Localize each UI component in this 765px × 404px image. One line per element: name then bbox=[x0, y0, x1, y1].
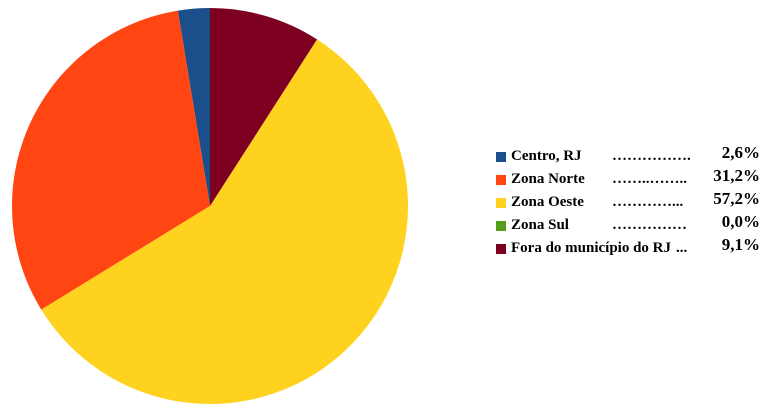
legend-leader: …………... bbox=[612, 194, 684, 210]
legend-value: 0,0% bbox=[722, 212, 760, 231]
legend-name: Centro, RJ bbox=[511, 148, 582, 164]
legend-leader: ……………. bbox=[612, 148, 691, 164]
legend-value: 9,1% bbox=[722, 235, 760, 254]
legend-label: Zona Oeste …………... bbox=[511, 194, 684, 210]
legend-name: Zona Sul bbox=[511, 217, 569, 233]
legend-swatch bbox=[496, 244, 506, 254]
pie-slice bbox=[210, 39, 318, 207]
legend-swatch bbox=[496, 221, 506, 231]
legend-leader: ... bbox=[676, 240, 688, 256]
legend-swatch bbox=[496, 175, 506, 185]
pie-slice bbox=[210, 8, 318, 206]
legend-value: 31,2% bbox=[713, 166, 760, 185]
legend-name: Fora do município do RJ bbox=[511, 240, 672, 256]
legend-name: Zona Norte bbox=[511, 171, 585, 187]
legend-value: 2,6% bbox=[722, 143, 760, 162]
legend-label: Fora do município do RJ... bbox=[511, 240, 688, 256]
pie-slice bbox=[177, 8, 210, 206]
legend-leader: ……..…….. bbox=[612, 171, 687, 187]
legend-swatch bbox=[496, 198, 506, 208]
legend-name: Zona Oeste bbox=[511, 194, 584, 210]
legend-value: 57,2% bbox=[713, 189, 760, 208]
legend-label: Centro, RJ ……………. bbox=[511, 148, 691, 164]
legend-leader: …………… bbox=[612, 217, 687, 233]
pie-slice bbox=[41, 39, 408, 404]
legend-swatch bbox=[496, 152, 506, 162]
legend-label: Zona Sul …………… bbox=[511, 217, 687, 233]
legend-label: Zona Norte ……..…….. bbox=[511, 171, 687, 187]
pie-slice bbox=[11, 10, 211, 310]
